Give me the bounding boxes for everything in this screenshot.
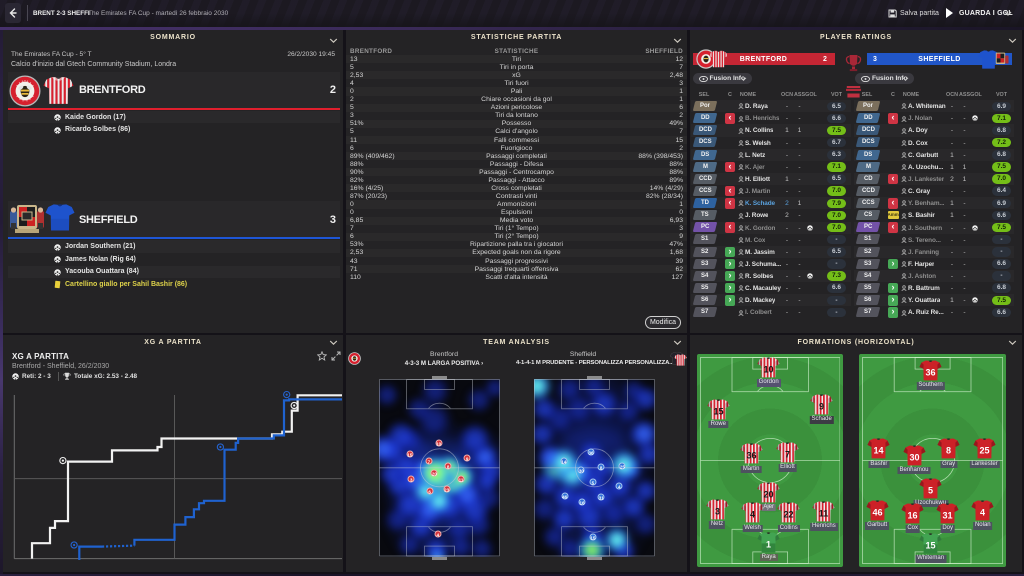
svg-text:14: 14 (874, 446, 884, 456)
svg-text:30: 30 (909, 452, 919, 462)
svg-text:31: 31 (943, 510, 953, 520)
svg-text:15: 15 (926, 540, 936, 550)
svg-text:36: 36 (926, 367, 936, 377)
svg-text:9: 9 (819, 402, 824, 412)
svg-text:1: 1 (766, 539, 771, 549)
svg-text:7: 7 (785, 449, 790, 459)
svg-text:16: 16 (908, 510, 918, 520)
svg-text:8: 8 (946, 446, 951, 456)
svg-text:3: 3 (714, 506, 719, 516)
svg-text:4: 4 (750, 510, 755, 520)
svg-text:10: 10 (764, 364, 774, 374)
svg-text:5: 5 (928, 485, 933, 495)
svg-text:15: 15 (713, 406, 723, 416)
svg-text:11: 11 (819, 508, 829, 518)
svg-text:4: 4 (980, 507, 985, 517)
svg-text:22: 22 (784, 510, 794, 520)
svg-text:20: 20 (764, 489, 774, 499)
svg-text:36: 36 (746, 451, 756, 461)
svg-text:25: 25 (980, 446, 990, 456)
svg-text:46: 46 (872, 507, 882, 517)
